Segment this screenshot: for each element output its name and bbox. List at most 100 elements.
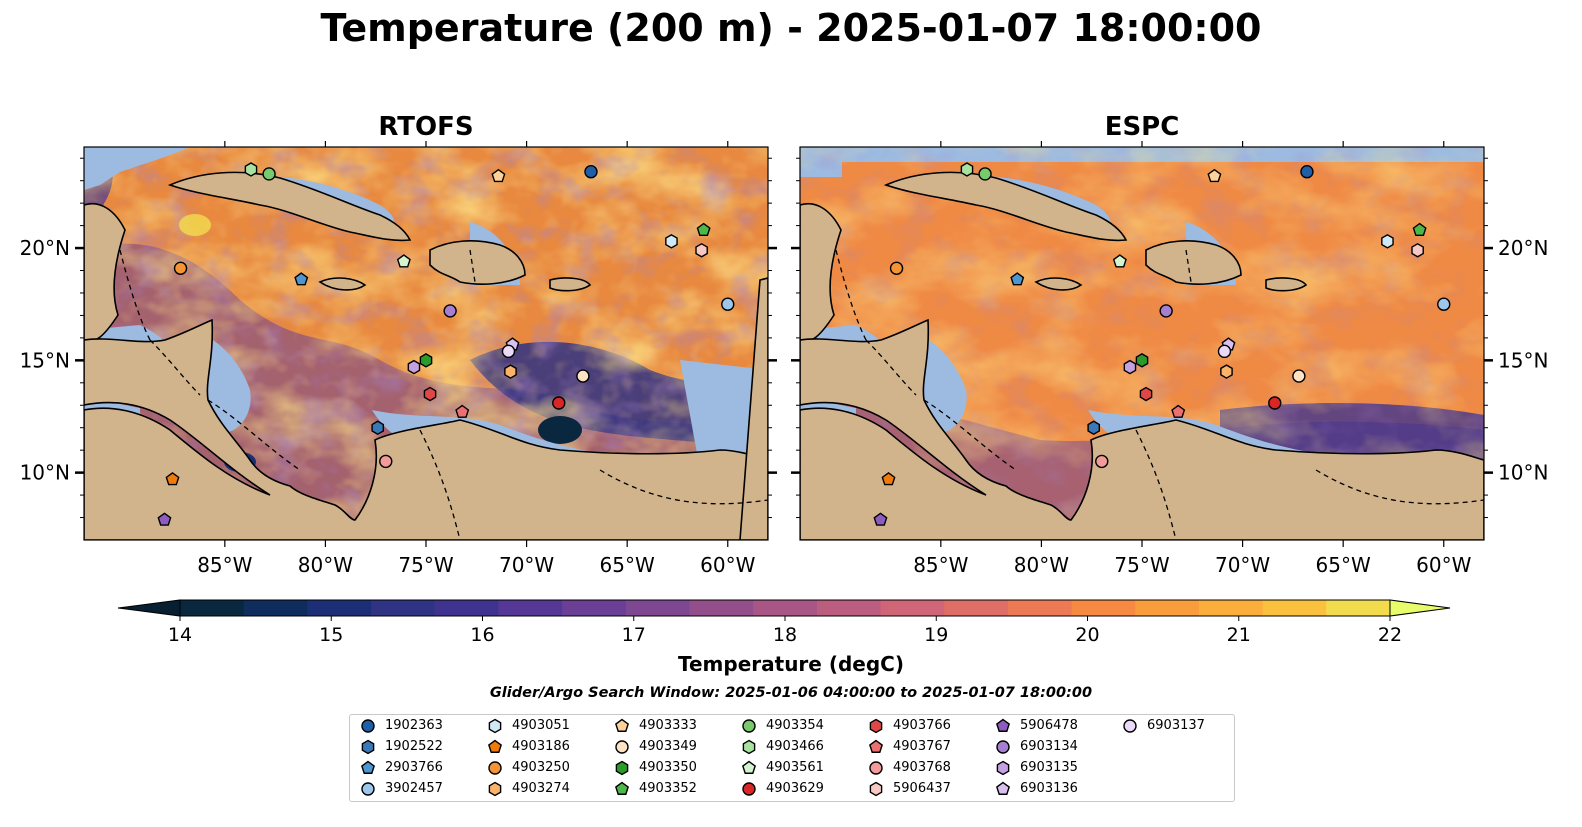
- legend-marker: [1123, 718, 1137, 733]
- circle-marker-icon: [488, 760, 502, 775]
- lon-tick-label: 85°W: [197, 553, 252, 577]
- legend-marker: [361, 718, 375, 733]
- colorbar-tick-label: 15: [319, 624, 344, 646]
- colorbar-segment: [307, 600, 372, 616]
- legend-marker: [488, 739, 502, 753]
- float-4903350: [1135, 353, 1149, 368]
- colorbar: [117, 599, 1451, 621]
- legend-item-4903350: 4903350: [614, 758, 697, 778]
- legend-label: 4903352: [639, 781, 697, 796]
- search-window-text: Glider/Argo Search Window: 2025-01-06 04…: [489, 685, 1093, 701]
- legend-marker: [742, 760, 756, 774]
- legend-item-4903349: 4903349: [614, 737, 697, 757]
- float-legend: 1902363 1902522 2903766 3902457 4903051 49031…: [349, 714, 1235, 802]
- float-4903051: [665, 234, 678, 249]
- yucatan: [84, 203, 126, 342]
- colorbar-tick-label: 19: [924, 624, 949, 646]
- legend-item-4903561: 4903561: [741, 758, 824, 778]
- colorbar-tick-label: 21: [1226, 624, 1251, 646]
- circle-marker-icon: [361, 718, 375, 733]
- circle-marker-icon: [361, 781, 375, 796]
- hexagon-marker-icon: [488, 718, 502, 733]
- lon-tick-label: 75°W: [398, 553, 453, 577]
- float-6903135: [407, 359, 421, 375]
- circle-marker-icon: [1123, 718, 1137, 733]
- float-5906478: [873, 512, 888, 526]
- legend-item-4903354: 4903354: [741, 716, 824, 736]
- legend-marker: [869, 760, 883, 775]
- legend-label: 4903766: [893, 718, 951, 733]
- central-south-america: [84, 318, 768, 540]
- float-6903134: [1159, 304, 1173, 318]
- float-4903466: [244, 162, 258, 177]
- colorbar-segment: [371, 600, 436, 616]
- legend-marker: [742, 781, 756, 796]
- lon-tick-label: 60°W: [1416, 553, 1471, 577]
- colorbar-segment: [180, 600, 245, 616]
- pentagon-marker-icon: [615, 781, 629, 795]
- figure-title: Temperature (200 m) - 2025-01-07 18:00:0…: [320, 6, 1262, 50]
- lon-tick-label: 80°W: [298, 553, 353, 577]
- lat-tick-label-right: 10°N: [1498, 461, 1548, 485]
- legend-marker: [615, 739, 629, 754]
- legend-label: 4903186: [512, 739, 570, 754]
- colorbar-tick-label: 18: [772, 624, 798, 646]
- hexagon-marker-icon: [996, 760, 1010, 775]
- float-4903466: [960, 162, 974, 177]
- float-4903274: [504, 364, 517, 379]
- legend-label: 4903354: [766, 718, 824, 733]
- legend-marker: [615, 760, 629, 775]
- cold-core-eddy: [538, 416, 582, 444]
- legend-item-4903767: 4903767: [868, 737, 951, 757]
- panel-title-espc: ESPC: [1104, 112, 1180, 142]
- puerto-rico: [1265, 277, 1308, 292]
- legend-label: 6903136: [1020, 781, 1078, 796]
- panel-title-rtofs: RTOFS: [378, 112, 474, 142]
- legend-label: 4903051: [512, 718, 570, 733]
- legend-item-6903137: 6903137: [1122, 716, 1205, 736]
- float-markers-espc: [873, 162, 1451, 526]
- legend-item-4903186: 4903186: [487, 737, 570, 757]
- hispaniola: [1145, 240, 1242, 285]
- lon-tick-label: 70°W: [499, 553, 554, 577]
- legend-marker: [488, 718, 502, 733]
- legend-item-3902457: 3902457: [360, 779, 443, 799]
- circle-marker-icon: [742, 718, 756, 733]
- legend-item-4903333: 4903333: [614, 716, 697, 736]
- pentagon-marker-icon: [869, 739, 883, 753]
- legend-label: 4903767: [893, 739, 951, 754]
- float-4903349: [576, 369, 590, 383]
- float-4903186: [165, 472, 180, 486]
- legend-marker: [996, 760, 1010, 775]
- colorbar-segment: [1135, 600, 1200, 616]
- colorbar-segment: [753, 600, 818, 616]
- colorbar-segment: [1071, 600, 1136, 616]
- float-4903274: [1220, 364, 1233, 379]
- colorbar-segment: [816, 600, 882, 616]
- colorbar-tick-label: 22: [1377, 624, 1403, 646]
- float-3902457: [721, 297, 735, 311]
- lon-tick-label: 85°W: [913, 553, 968, 577]
- jamaica: [318, 277, 367, 291]
- float-6903135: [1123, 359, 1137, 375]
- country-borders: [119, 249, 768, 540]
- lon-tick-label: 70°W: [1215, 553, 1270, 577]
- float-4903349: [1292, 369, 1306, 383]
- lat-tick-label-right: 15°N: [1498, 348, 1548, 372]
- colorbar-tick-label: 14: [167, 624, 193, 646]
- cuba: [883, 171, 1128, 242]
- legend-marker: [742, 718, 756, 733]
- hexagon-marker-icon: [615, 760, 629, 775]
- colorbar-segment: [689, 600, 754, 616]
- float-4903333: [491, 168, 506, 183]
- legend-label: 4903349: [639, 739, 697, 754]
- hispaniola: [429, 240, 526, 285]
- circle-marker-icon: [742, 781, 756, 796]
- legend-marker: [996, 739, 1010, 754]
- hexagon-marker-icon: [361, 739, 375, 754]
- legend-label: 4903768: [893, 760, 951, 775]
- colorbar-segment: [1326, 600, 1391, 616]
- puerto-rico: [549, 277, 592, 292]
- float-5906437: [695, 243, 708, 258]
